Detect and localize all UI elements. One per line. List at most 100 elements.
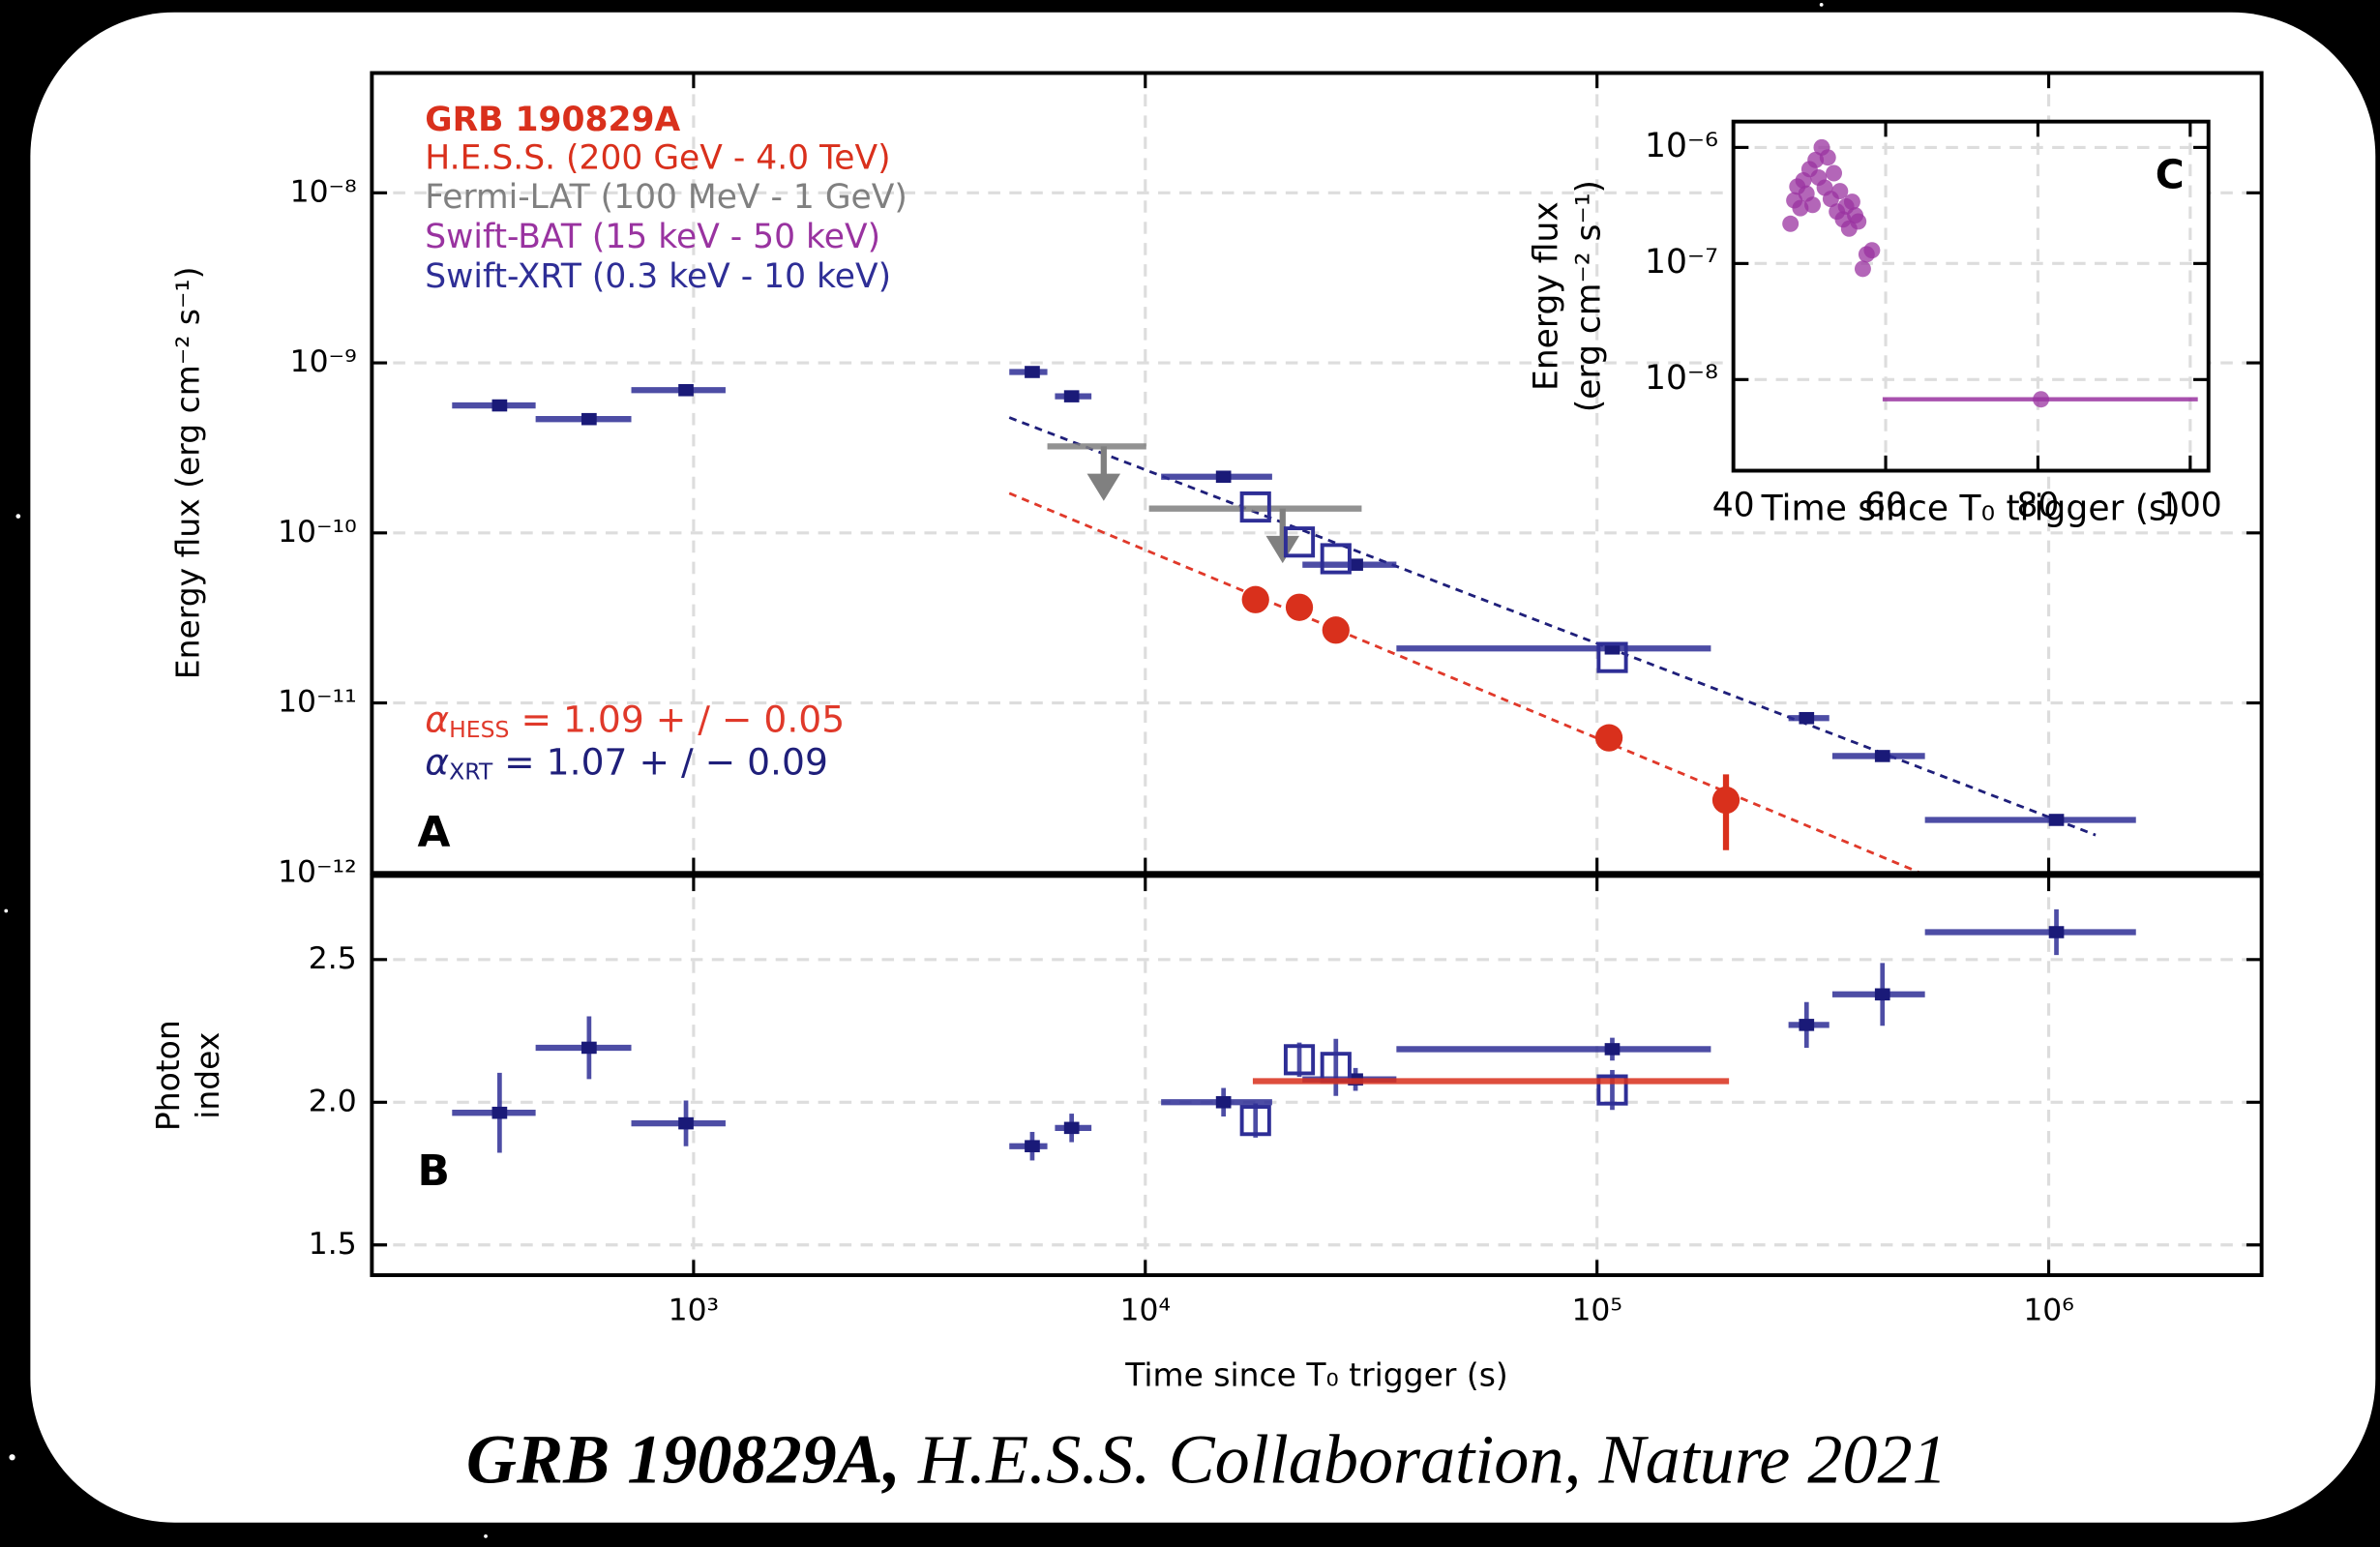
y-axis-label: Energy flux (1528, 201, 1566, 391)
axes-frame (1731, 119, 2211, 473)
panel-label: C (2156, 152, 2185, 198)
caption-source: H.E.S.S. Collaboration, Nature 2021 (901, 1420, 1948, 1498)
panel-label: A (417, 808, 450, 857)
point (1604, 1043, 1621, 1056)
point (1348, 558, 1363, 571)
point (1711, 786, 1740, 815)
y-tick-label: 10⁻¹² (278, 854, 357, 889)
point (1831, 183, 1849, 200)
y-tick-label: 10⁻¹⁰ (278, 515, 357, 550)
x-tick-label: 100 (2158, 487, 2222, 525)
x-tick-label: 40 (1712, 487, 1755, 525)
x-tick-label: 10⁵ (1571, 1294, 1621, 1328)
point (1594, 724, 1623, 752)
plot-area (372, 876, 2262, 1276)
fit-text: = 1.07 + / − 0.09 (492, 740, 828, 783)
y-axis-label: Energy flux (erg cm⁻² s⁻¹) (169, 267, 207, 680)
fit-line (1008, 491, 1921, 875)
y-tick-label: 10⁻⁶ (1645, 127, 1718, 165)
y-tick-label: 2.0 (309, 1084, 357, 1118)
point (1596, 641, 1628, 673)
point (1239, 1105, 1271, 1137)
star (15, 514, 21, 519)
point (1804, 196, 1821, 214)
point (2048, 814, 2065, 826)
point (1819, 149, 1836, 166)
point (1596, 1074, 1628, 1106)
point (1241, 585, 1269, 613)
point (1807, 151, 1825, 168)
legend-entry: Swift-XRT (0.3 keV - 10 keV) (425, 257, 891, 296)
point (1063, 390, 1080, 402)
fit-text: = 1.09 + / − 0.05 (510, 698, 846, 740)
x-axis-label: Time since T₀ trigger (s) (1124, 1356, 1507, 1394)
fit-line (1008, 416, 2097, 837)
y-tick-label: 10⁻⁸ (1645, 359, 1718, 398)
legend-entry: Fermi-LAT (100 MeV - 1 GeV) (425, 178, 907, 217)
point (1283, 526, 1316, 558)
fit-subscript: XRT (449, 758, 493, 785)
y-tick-label: 10⁻¹¹ (278, 685, 357, 720)
legend-title: GRB 190829A (425, 101, 680, 139)
point (1239, 491, 1271, 523)
point (1863, 242, 1881, 259)
caption-title: GRB 190829A, (466, 1420, 901, 1498)
x-tick-label: 10⁴ (1120, 1294, 1171, 1328)
upper-limit-head (1265, 535, 1300, 564)
point (581, 1041, 597, 1055)
fit-label: αHESS = 1.09 + / − 0.05 (425, 698, 845, 742)
point (1874, 750, 1890, 762)
fit-subscript: HESS (449, 715, 509, 742)
point (1799, 1019, 1815, 1031)
y-axis-label: Photon (149, 1020, 187, 1131)
fit-symbol: α (425, 740, 449, 783)
star (4, 908, 9, 913)
point (1850, 213, 1867, 230)
y-axis-label: index (189, 1032, 226, 1119)
x-tick-label: 10⁶ (2023, 1294, 2073, 1328)
point (491, 1106, 508, 1119)
x-tick-label: 80 (2016, 487, 2059, 525)
point (1843, 193, 1860, 211)
y-tick-label: 10⁻⁷ (1645, 243, 1718, 282)
point (1285, 593, 1314, 621)
point (1025, 366, 1040, 378)
star (484, 1533, 488, 1538)
star (1819, 2, 1824, 7)
x-tick-label: 60 (1864, 487, 1907, 525)
point (1063, 1121, 1080, 1135)
point (1322, 616, 1350, 644)
point (491, 399, 508, 412)
panel-label: B (417, 1146, 449, 1196)
star (9, 1454, 15, 1461)
point (1799, 711, 1815, 725)
stars (4, 2, 2370, 1538)
point (678, 1116, 694, 1130)
fit-label: αXRT = 1.07 + / − 0.09 (425, 740, 828, 785)
y-tick-label: 10⁻⁸ (290, 174, 357, 209)
y-tick-label: 2.5 (309, 941, 357, 976)
point (1826, 164, 1843, 182)
axes-frame (370, 71, 2264, 876)
axes-frame (370, 874, 2264, 1277)
y-tick-label: 10⁻⁹ (290, 344, 357, 379)
upper-limit-head (1086, 473, 1121, 501)
point (1320, 543, 1352, 575)
point (1874, 988, 1890, 1001)
x-tick-label: 10³ (669, 1294, 719, 1328)
y-axis-label: (erg cm⁻² s⁻¹) (1570, 180, 1609, 412)
legend-entry: Swift-BAT (15 keV - 50 keV) (425, 218, 880, 256)
point (1025, 1140, 1040, 1152)
point (1854, 260, 1871, 278)
fit-symbol: α (425, 698, 449, 740)
point (1283, 1044, 1316, 1076)
point (1782, 215, 1800, 232)
point (678, 384, 694, 397)
point (581, 412, 597, 426)
point (2033, 391, 2050, 408)
y-tick-label: 1.5 (309, 1227, 357, 1262)
caption: GRB 190829A, H.E.S.S. Collaboration, Nat… (466, 1420, 1948, 1498)
x-axis-label: Time since T₀ trigger (s) (1761, 488, 2181, 528)
